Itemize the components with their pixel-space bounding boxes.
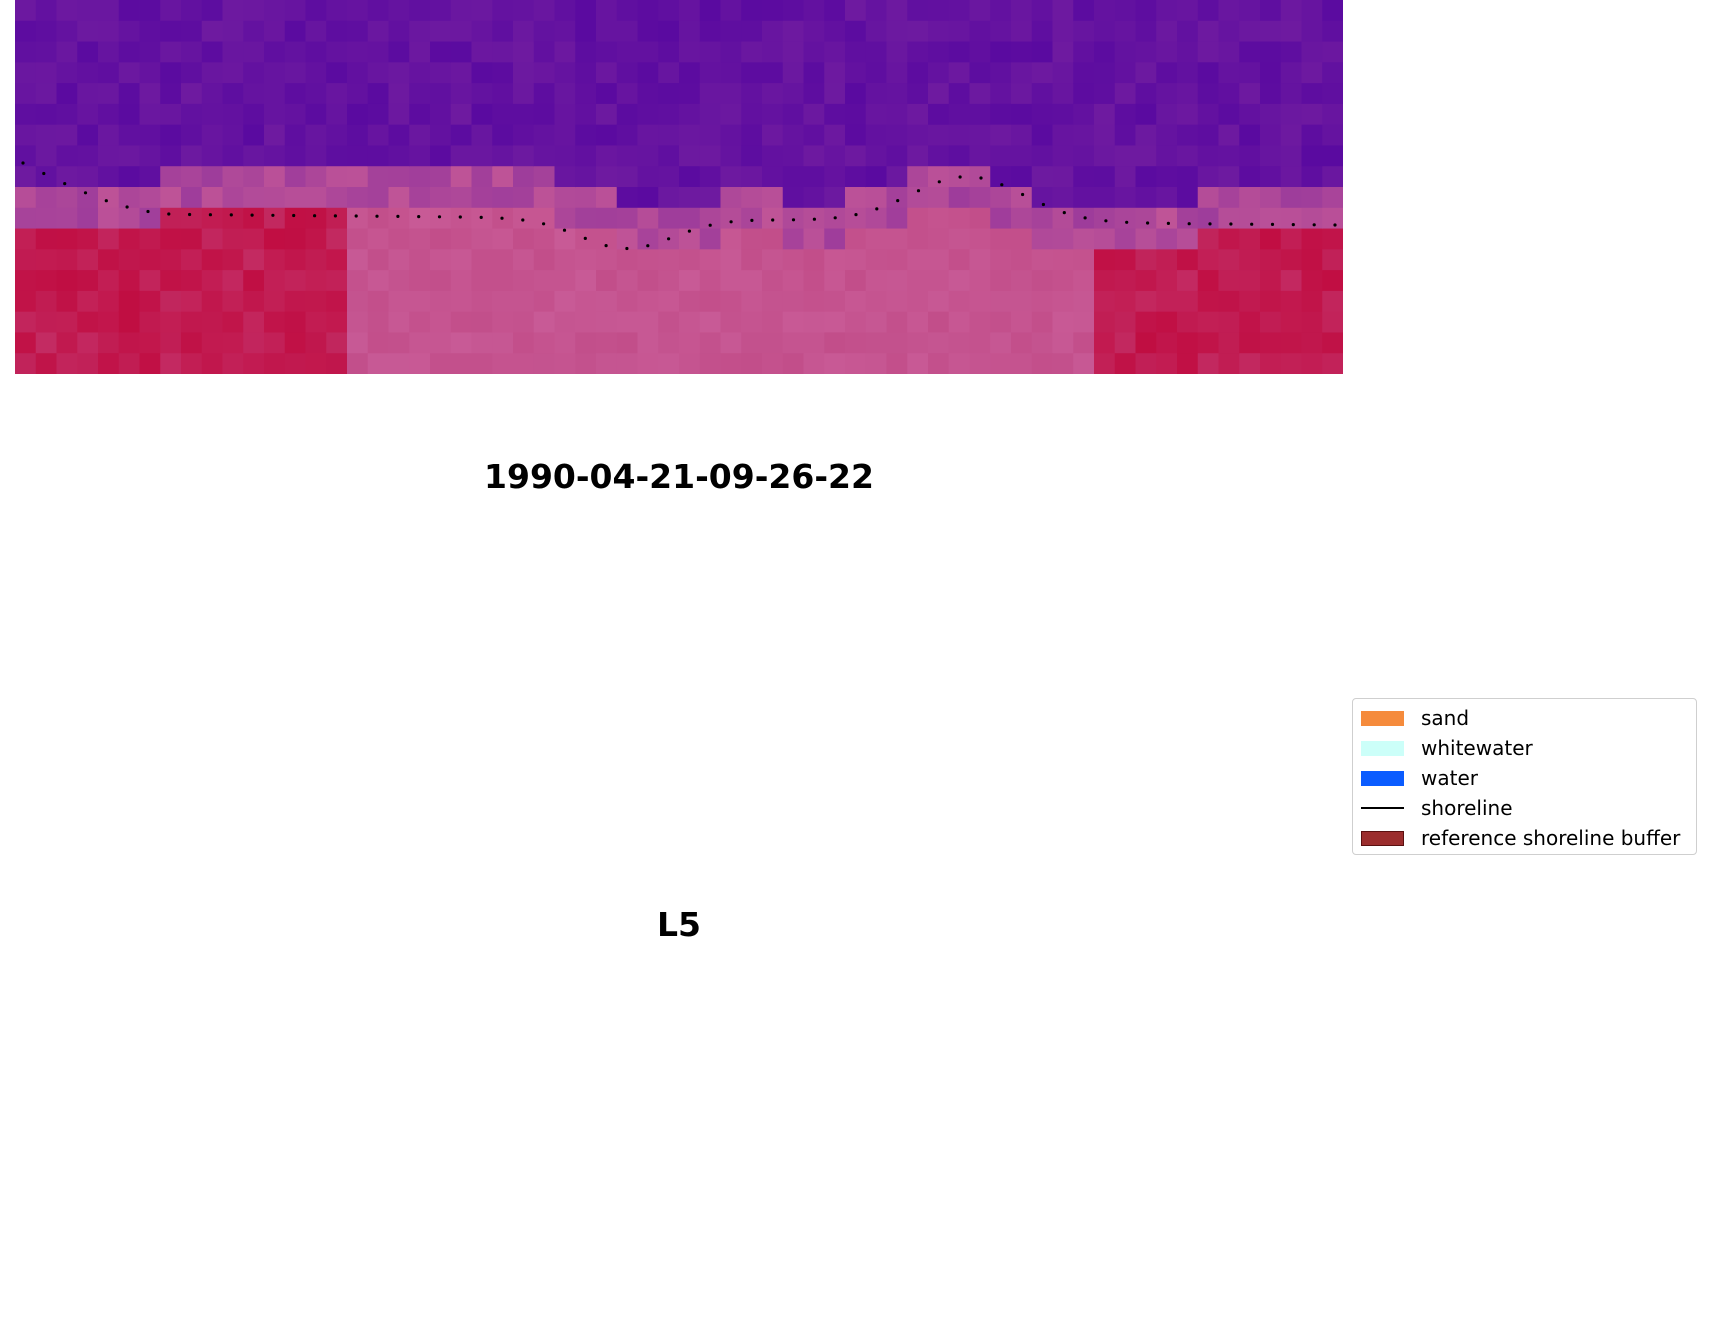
legend-item-sand: sand: [1361, 706, 1691, 730]
legend-label: reference shoreline buffer: [1421, 826, 1681, 850]
legend-item-shoreline: shoreline: [1361, 796, 1691, 820]
reference-buffer-swatch: [1361, 831, 1404, 846]
legend-item-whitewater: whitewater: [1361, 736, 1691, 760]
legend-item-reference-buffer: reference shoreline buffer: [1361, 826, 1691, 850]
shoreline-dots: [21, 161, 1337, 251]
shoreline-line-sample: [1361, 807, 1404, 809]
legend-label: sand: [1421, 706, 1470, 730]
index-image-panel: [15, 0, 1343, 374]
water-swatch: [1361, 771, 1404, 786]
legend: sand whitewater water shoreline referenc…: [1352, 698, 1697, 855]
panel-title-index: L5: [657, 905, 701, 944]
legend-item-water: water: [1361, 766, 1691, 790]
legend-label: water: [1421, 766, 1478, 790]
legend-label: whitewater: [1421, 736, 1533, 760]
whitewater-swatch: [1361, 741, 1404, 756]
legend-label: shoreline: [1421, 796, 1513, 820]
panel-title-classified: 1990-04-21-09-26-22: [484, 457, 874, 496]
sand-swatch: [1361, 711, 1404, 726]
